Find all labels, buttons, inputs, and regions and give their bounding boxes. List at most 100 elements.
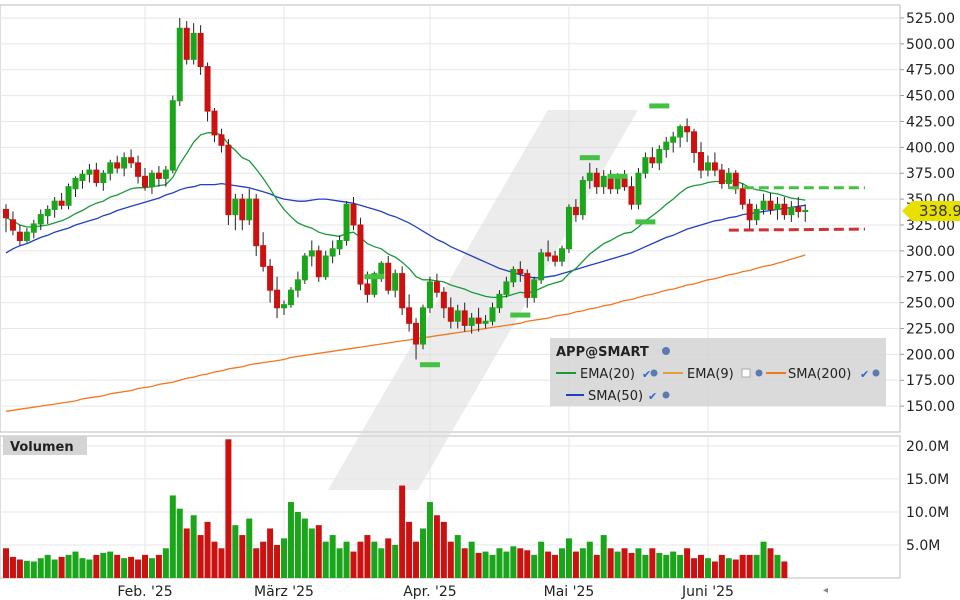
- candle-body: [440, 291, 447, 309]
- volume-bar: [79, 558, 86, 578]
- volume-axis: 20.0M 15.0M 10.0M 5.0M: [906, 439, 949, 554]
- candle-body: [475, 317, 482, 324]
- volume-bar: [774, 554, 781, 578]
- candle-body: [281, 304, 287, 309]
- volume-bar: [267, 528, 274, 578]
- check-icon[interactable]: ✔: [648, 390, 657, 403]
- date-tick-label: Juni '25: [681, 584, 734, 600]
- date-tick-label: Mai '25: [544, 584, 595, 600]
- volume-bar: [301, 518, 308, 578]
- volume-bar: [253, 548, 260, 578]
- price-tick-label: 425.00: [906, 114, 955, 130]
- candle-body: [79, 173, 86, 181]
- legend-item-ema20[interactable]: EMA(20) ✔: [556, 367, 658, 382]
- price-tick-label: 225.00: [906, 321, 955, 337]
- candle-body: [86, 169, 93, 175]
- candle-body: [183, 27, 190, 60]
- volume-bar: [93, 554, 100, 578]
- candle-body: [545, 252, 552, 257]
- volume-bar: [37, 558, 44, 578]
- volume-bar: [510, 546, 517, 578]
- settings-icon[interactable]: [662, 391, 670, 399]
- candle-body: [121, 157, 128, 169]
- candle-body: [517, 268, 524, 275]
- volume-bar: [44, 554, 51, 578]
- volume-bar: [489, 554, 496, 578]
- volume-bar: [86, 559, 93, 578]
- volume-bar: [475, 552, 482, 578]
- checkbox-icon[interactable]: [741, 368, 751, 378]
- settings-icon[interactable]: [650, 369, 658, 377]
- volume-bar: [9, 556, 16, 578]
- volume-bar: [218, 548, 225, 578]
- volume-bar: [308, 528, 315, 578]
- legend-label-sma50: SMA(50): [588, 389, 643, 404]
- candle-body: [447, 307, 454, 322]
- candle-body: [802, 209, 809, 213]
- volume-bar: [433, 515, 440, 578]
- volume-title: Volumen: [10, 440, 74, 455]
- candle-body: [704, 162, 711, 171]
- date-tick-label: Feb. '25: [117, 584, 172, 600]
- volume-bar: [739, 554, 746, 578]
- volume-bar: [663, 554, 670, 578]
- volume-bar: [336, 548, 343, 578]
- candle-body: [538, 252, 545, 281]
- volume-bar: [649, 548, 656, 578]
- volume-bar: [447, 541, 454, 578]
- legend-item-ema9[interactable]: EMA(9): [663, 367, 763, 382]
- candle-body: [260, 245, 267, 267]
- candle-body: [211, 110, 218, 136]
- candle-body: [44, 208, 51, 217]
- volume-bar: [148, 558, 155, 578]
- volume-bar: [51, 559, 58, 578]
- candle-body: [114, 162, 121, 169]
- pattern-mark: [649, 103, 670, 109]
- check-icon[interactable]: ✔: [642, 368, 651, 381]
- check-icon[interactable]: ✔: [860, 368, 869, 381]
- candle-body: [767, 200, 774, 210]
- candle-body: [635, 172, 642, 205]
- volume-bar: [426, 502, 433, 578]
- candle-body: [711, 162, 718, 171]
- price-tick-label: 325.00: [906, 218, 955, 234]
- candle-body: [72, 177, 79, 190]
- candle-body: [267, 265, 274, 291]
- price-tick-label: 275.00: [906, 270, 955, 286]
- pattern-mark: [510, 312, 531, 318]
- candle-body: [51, 200, 58, 210]
- legend-settings-icon[interactable]: [662, 347, 670, 355]
- legend-item-sma50[interactable]: SMA(50) ✔: [566, 389, 670, 404]
- volume-bar: [315, 525, 322, 578]
- candle-body: [135, 162, 142, 177]
- volume-bar: [281, 538, 287, 578]
- price-tick-label: 150.00: [906, 399, 955, 415]
- volume-bar: [406, 521, 413, 578]
- scroll-arrow-icon[interactable]: ◂: [823, 585, 828, 596]
- candle-body: [30, 223, 37, 233]
- candle-body: [3, 208, 9, 219]
- volume-bar: [760, 541, 767, 578]
- volume-bar: [294, 511, 301, 578]
- settings-icon[interactable]: [755, 369, 763, 377]
- volume-bar: [656, 552, 663, 578]
- candle-body: [426, 281, 433, 309]
- candle-body: [454, 310, 461, 322]
- volume-bar: [183, 528, 190, 578]
- volume-bar: [628, 552, 635, 578]
- price-tick-label: 475.00: [906, 63, 955, 79]
- settings-icon[interactable]: [872, 369, 880, 377]
- volume-bar: [385, 538, 392, 578]
- candle-body: [58, 200, 65, 206]
- candle-body: [253, 198, 260, 247]
- volume-bar: [496, 548, 503, 578]
- candle-body: [503, 281, 510, 295]
- volume-bar: [246, 518, 253, 578]
- volume-bar: [107, 551, 114, 578]
- price-tick-label: 400.00: [906, 140, 955, 156]
- legend-item-sma200[interactable]: SMA(200) ✔: [766, 367, 880, 382]
- volume-bar: [121, 558, 128, 578]
- price-axis: 525.00 500.00 475.00 450.00 425.00 400.00 375.…: [900, 11, 955, 415]
- support-line: [728, 227, 866, 232]
- volume-bar: [552, 554, 559, 578]
